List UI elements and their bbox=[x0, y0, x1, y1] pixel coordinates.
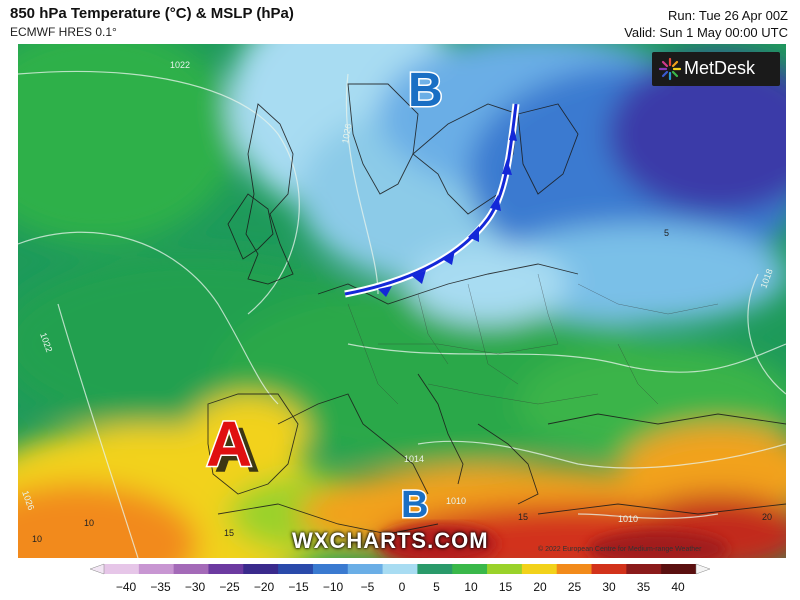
colorbar-tick-label: −10 bbox=[323, 580, 344, 594]
colorbar-tick-label: 30 bbox=[602, 580, 616, 594]
temperature-labels: 10 10 15 15 5 20 bbox=[32, 228, 772, 544]
weather-map: B A A B 1022 1026 1022 1026 1018 1014 10… bbox=[18, 44, 786, 558]
colorbar-cell bbox=[208, 564, 244, 574]
valid-time: Valid: Sun 1 May 00:00 UTC bbox=[624, 25, 788, 40]
colorbar-cell bbox=[556, 564, 593, 574]
chart-title: 850 hPa Temperature (°C) & MSLP (hPa) bbox=[10, 5, 294, 22]
colorbar-cell bbox=[417, 564, 453, 574]
temp-label: 5 bbox=[664, 228, 669, 238]
metdesk-logo-icon bbox=[658, 57, 682, 81]
colorbar-cell bbox=[487, 564, 523, 574]
colorbar-cell bbox=[626, 564, 662, 574]
colorbar-tick-label: −25 bbox=[219, 580, 240, 594]
borders bbox=[347, 273, 719, 405]
temp-label: 10 bbox=[32, 534, 42, 544]
colorbar-cell bbox=[243, 564, 279, 574]
colorbar-cell bbox=[452, 564, 488, 574]
colorbar-tick-label: 0 bbox=[399, 580, 406, 594]
chart-header: 850 hPa Temperature (°C) & MSLP (hPa) EC… bbox=[0, 0, 800, 44]
temp-label: 15 bbox=[518, 512, 528, 522]
isobar-label: 1010 bbox=[618, 514, 638, 524]
colorbar-tick-label: 20 bbox=[533, 580, 547, 594]
isobar-label: 1010 bbox=[446, 496, 466, 506]
isobars bbox=[18, 70, 786, 558]
colorbar-tick-label: 35 bbox=[637, 580, 651, 594]
colorbar-cell bbox=[173, 564, 209, 574]
isobar-label: 1022 bbox=[170, 60, 190, 70]
colorbar-cell bbox=[591, 564, 627, 574]
color-scale: −40 −35 −30 −25 −20 −15 −10 −5 0 5 10 15 20 25 30 35 40 bbox=[89, 563, 711, 594]
colorbar-cell bbox=[138, 564, 175, 574]
colorbar-tick-label: 10 bbox=[464, 580, 478, 594]
temp-label: 15 bbox=[224, 528, 234, 538]
temp-label: 10 bbox=[84, 518, 94, 528]
temperature-field bbox=[18, 44, 786, 558]
watermark: WXCHARTS.COM bbox=[292, 528, 489, 553]
copyright-notice: © 2022 European Centre for Medium-range … bbox=[538, 546, 702, 553]
colorbar-cell bbox=[104, 564, 140, 574]
colorbar-cell bbox=[347, 564, 384, 574]
colorbar-tick-label: −5 bbox=[361, 580, 375, 594]
colorbar-high-arrow bbox=[695, 563, 711, 575]
colorbar-tick-label: 40 bbox=[671, 580, 685, 594]
colorbar-tick-label: −15 bbox=[288, 580, 309, 594]
isobar-label: 1026 bbox=[340, 123, 353, 144]
colorbar-cell bbox=[382, 564, 418, 574]
model-label: ECMWF HRES 0.1° bbox=[10, 25, 117, 39]
run-time: Run: Tue 26 Apr 00Z bbox=[668, 8, 788, 23]
colorbar-tick-label: 5 bbox=[433, 580, 440, 594]
colorbar-cell bbox=[521, 564, 558, 574]
colorbar-tick-label: −30 bbox=[185, 580, 206, 594]
colorbar-low-arrow bbox=[89, 563, 105, 575]
coastlines bbox=[207, 83, 786, 535]
colorbar-cell bbox=[661, 564, 697, 574]
colorbar-tick-label: −35 bbox=[150, 580, 171, 594]
cold-front bbox=[344, 103, 520, 298]
metdesk-logo: MetDesk bbox=[652, 52, 780, 86]
colorbar-cell bbox=[278, 564, 314, 574]
isobar-label: 1014 bbox=[404, 454, 424, 464]
colorbar-cell bbox=[312, 564, 349, 574]
pressure-centers: B A A B bbox=[205, 63, 445, 528]
colorbar-tick-label: −40 bbox=[116, 580, 137, 594]
logo-text: MetDesk bbox=[684, 58, 756, 78]
low-pressure-north: B bbox=[408, 64, 443, 117]
low-pressure-south: B bbox=[401, 484, 428, 526]
high-pressure: A bbox=[206, 408, 252, 480]
colorbar-tick-label: 15 bbox=[499, 580, 513, 594]
temp-label: 20 bbox=[762, 512, 772, 522]
colorbar-tick-label: 25 bbox=[568, 580, 582, 594]
high-pressure-shadow: A bbox=[214, 414, 260, 486]
colorbar-tick-label: −20 bbox=[254, 580, 275, 594]
